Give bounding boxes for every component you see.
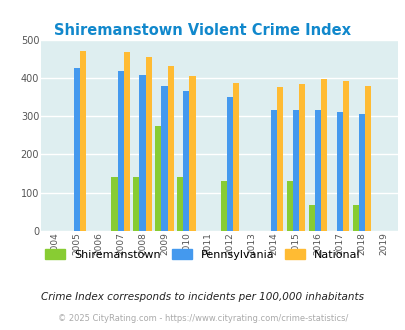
Bar bbox=[220, 181, 226, 231]
Bar bbox=[336, 112, 342, 231]
Bar bbox=[226, 97, 233, 231]
Bar bbox=[364, 85, 370, 231]
Bar bbox=[117, 71, 124, 231]
Bar bbox=[314, 111, 320, 231]
Bar bbox=[320, 79, 326, 231]
Bar bbox=[111, 178, 117, 231]
Bar bbox=[270, 110, 277, 231]
Bar bbox=[161, 85, 167, 231]
Bar bbox=[167, 66, 173, 231]
Bar bbox=[342, 81, 348, 231]
Bar bbox=[80, 51, 86, 231]
Bar bbox=[155, 126, 161, 231]
Bar bbox=[183, 90, 189, 231]
Bar bbox=[292, 111, 298, 231]
Bar bbox=[74, 68, 80, 231]
Bar bbox=[133, 178, 139, 231]
Bar bbox=[298, 84, 305, 231]
Text: Shiremanstown Violent Crime Index: Shiremanstown Violent Crime Index bbox=[54, 23, 351, 38]
Bar bbox=[189, 76, 195, 231]
Text: Crime Index corresponds to incidents per 100,000 inhabitants: Crime Index corresponds to incidents per… bbox=[41, 292, 364, 302]
Text: © 2025 CityRating.com - https://www.cityrating.com/crime-statistics/: © 2025 CityRating.com - https://www.city… bbox=[58, 314, 347, 323]
Bar bbox=[352, 205, 358, 231]
Bar bbox=[124, 52, 130, 231]
Bar bbox=[145, 57, 151, 231]
Bar bbox=[286, 181, 292, 231]
Legend: Shiremanstown, Pennsylvania, National: Shiremanstown, Pennsylvania, National bbox=[45, 249, 360, 260]
Bar bbox=[308, 205, 314, 231]
Bar bbox=[139, 75, 145, 231]
Bar bbox=[233, 83, 239, 231]
Bar bbox=[358, 114, 364, 231]
Bar bbox=[177, 178, 183, 231]
Bar bbox=[277, 87, 283, 231]
